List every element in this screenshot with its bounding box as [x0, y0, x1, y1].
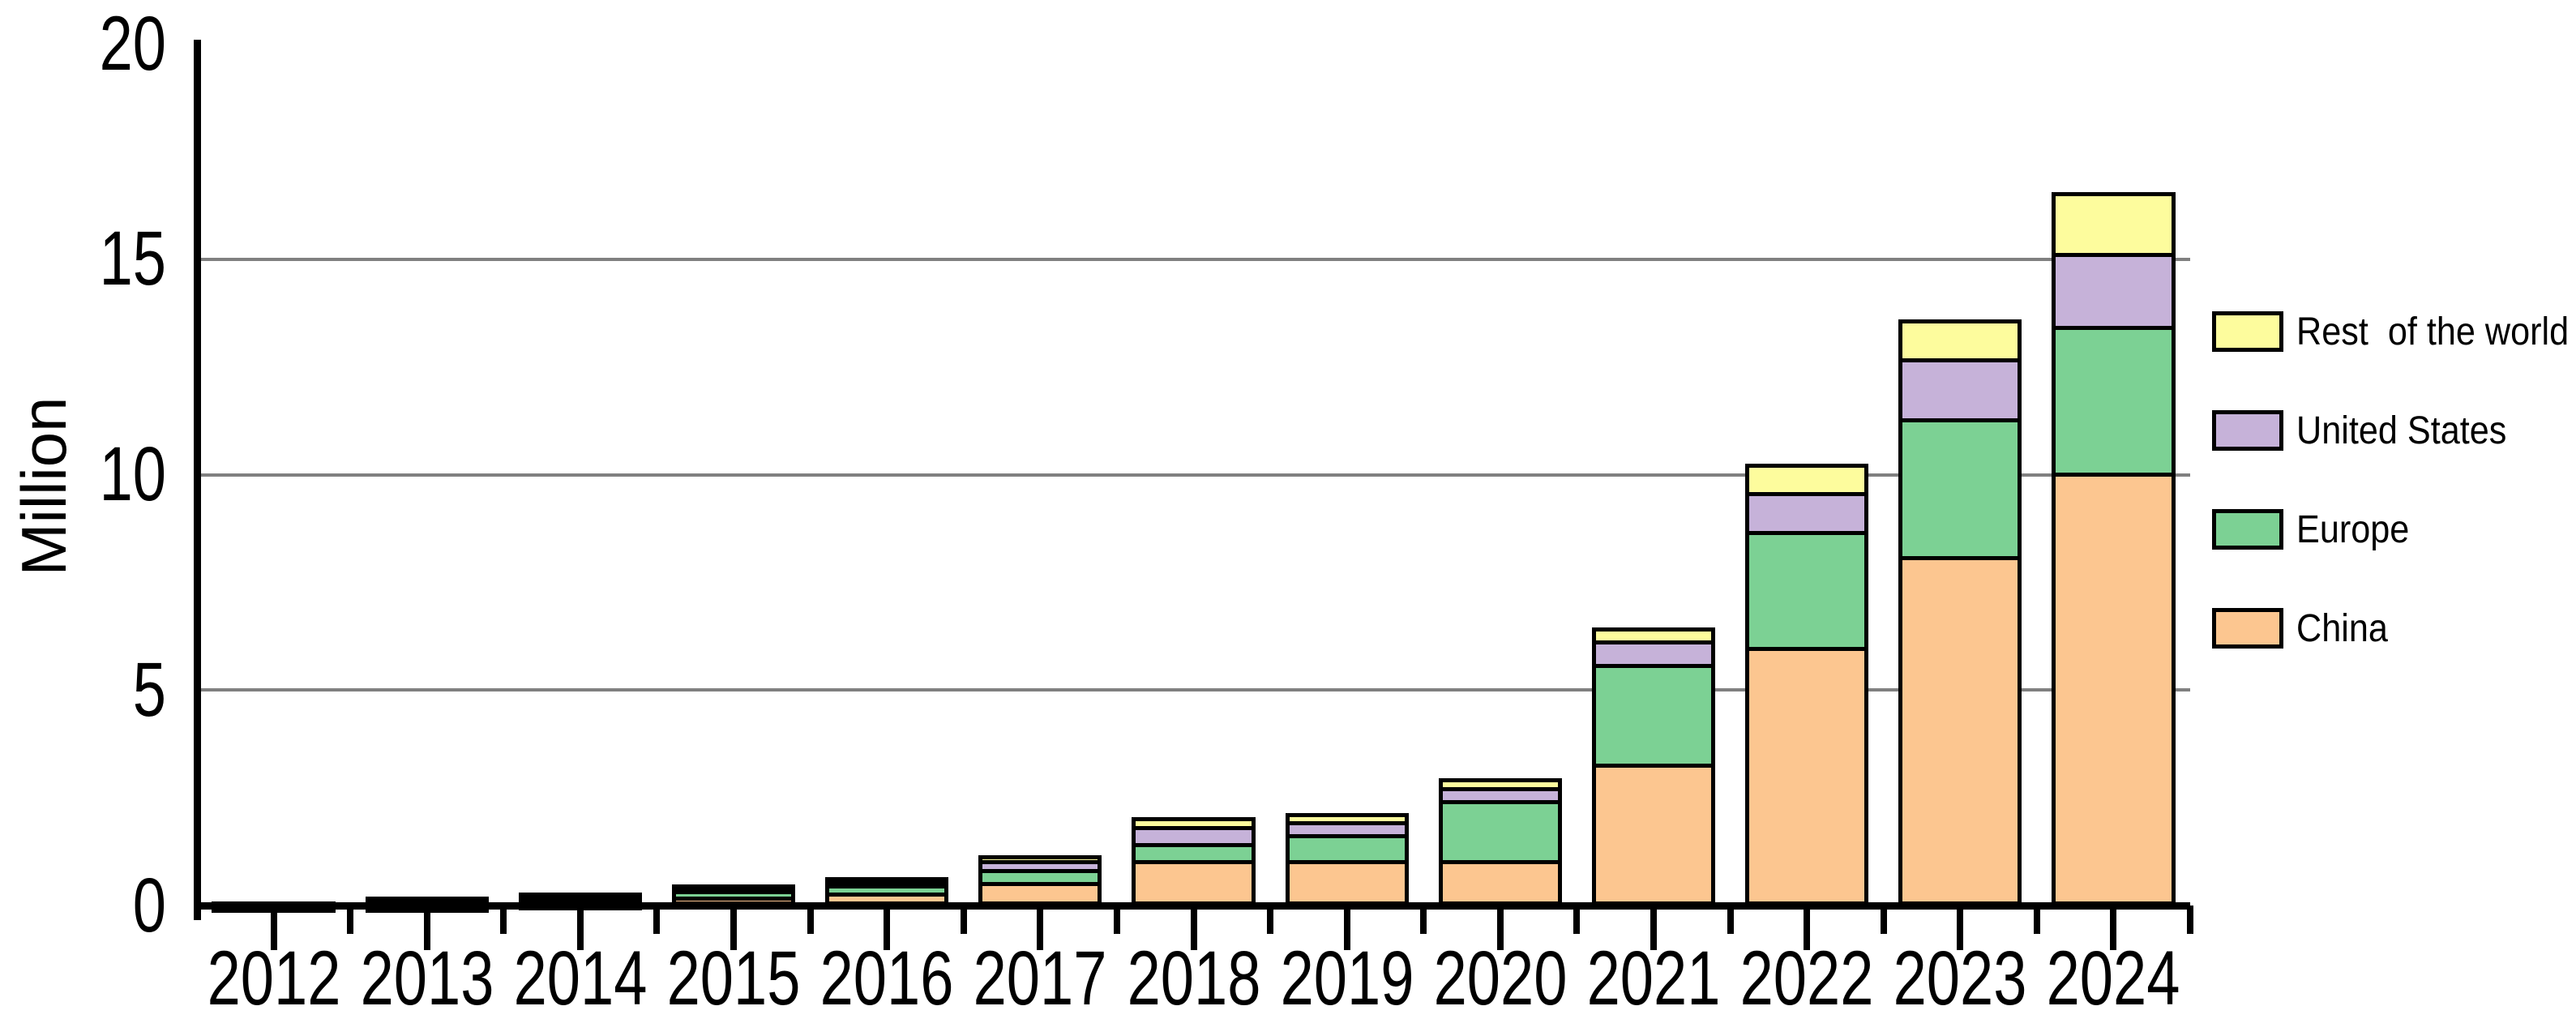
- y-axis-label-5: 5: [132, 646, 166, 733]
- x-axis-major-tick-2022: [1804, 906, 1811, 950]
- x-axis-major-tick-2024: [2110, 906, 2117, 950]
- x-axis-minor-tick-4: [807, 906, 814, 934]
- x-axis-major-tick-2019: [1343, 906, 1350, 950]
- x-axis-minor-tick-7: [1267, 906, 1274, 934]
- x-axis-label-2023: 2023: [1893, 936, 2027, 1019]
- x-axis-minor-tick-9: [1573, 906, 1581, 934]
- y-axis-label-20: 20: [99, 0, 166, 87]
- bar-segment-united-states-2023: [1898, 358, 2022, 423]
- x-axis-major-tick-2016: [884, 906, 891, 950]
- x-axis-label-2020: 2020: [1433, 936, 1568, 1019]
- x-axis-label-2022: 2022: [1739, 936, 1874, 1019]
- x-axis-label-2015: 2015: [666, 936, 801, 1019]
- legend-item-united-states: United States: [2212, 409, 2530, 452]
- x-axis-minor-tick-5: [960, 906, 967, 934]
- x-axis-label-2024: 2024: [2046, 936, 2180, 1019]
- gridline-10: [197, 473, 2190, 477]
- bar-segment-china-2018: [1132, 860, 1256, 906]
- bar-segment-united-states-2024: [2052, 252, 2176, 331]
- x-axis-minor-tick-2: [500, 906, 507, 934]
- bar-segment-rest-of-the-world-2015: [671, 884, 796, 893]
- bar-segment-europe-2019: [1285, 834, 1409, 865]
- x-axis-label-2013: 2013: [360, 936, 494, 1019]
- gridline-15: [197, 257, 2190, 261]
- bar-segment-china-2019: [1285, 860, 1409, 906]
- y-axis-label-10: 10: [99, 431, 166, 517]
- x-axis-label-2017: 2017: [973, 936, 1107, 1019]
- gridline-5: [197, 688, 2190, 692]
- x-axis-minor-tick-12: [2033, 906, 2040, 934]
- legend-label: Europe: [2296, 507, 2410, 551]
- legend-swatch-rest-of-the-world: [2212, 311, 2283, 352]
- x-axis-major-tick-2023: [1957, 906, 1964, 950]
- bar-segment-rest-of-the-world-2018: [1132, 817, 1256, 830]
- x-axis-minor-tick-1: [347, 906, 354, 934]
- bar-segment-rest-of-the-world-2014: [518, 893, 643, 901]
- x-axis-label-2012: 2012: [207, 936, 340, 1019]
- y-axis-label-15: 15: [99, 216, 166, 302]
- bar-segment-europe-2021: [1591, 664, 1716, 768]
- legend-label: Rest of the world: [2296, 310, 2570, 353]
- x-axis-major-tick-2014: [576, 906, 584, 950]
- x-axis-major-tick-2015: [730, 906, 738, 950]
- x-axis-minor-tick-11: [1880, 906, 1887, 934]
- bar-segment-europe-2024: [2052, 326, 2176, 477]
- x-axis-label-2018: 2018: [1127, 936, 1260, 1019]
- bar-segment-rest-of-the-world-2021: [1591, 627, 1716, 645]
- bar-segment-rest-of-the-world-2022: [1744, 464, 1869, 496]
- legend-item-europe: Europe: [2212, 507, 2422, 551]
- x-axis-minor-tick-10: [1727, 906, 1734, 934]
- legend-label: China: [2296, 606, 2388, 650]
- bar-segment-europe-2020: [1438, 799, 1562, 865]
- bar-segment-rest-of-the-world-2019: [1285, 812, 1409, 826]
- legend-swatch-united-states: [2212, 410, 2283, 451]
- x-axis-major-tick-2017: [1037, 906, 1044, 950]
- bar-segment-china-2022: [1744, 647, 1869, 906]
- bar-segment-china-2021: [1591, 763, 1716, 906]
- x-axis-major-tick-2020: [1496, 906, 1504, 950]
- x-axis-label-2019: 2019: [1280, 936, 1414, 1019]
- x-axis-label-2014: 2014: [513, 936, 648, 1019]
- x-axis-line: [193, 901, 2190, 910]
- x-axis-label-2016: 2016: [819, 936, 954, 1019]
- bar-segment-rest-of-the-world-2020: [1438, 778, 1562, 791]
- x-axis-minor-tick-6: [1113, 906, 1120, 934]
- y-axis-label-0: 0: [132, 862, 166, 948]
- bar-segment-rest-of-the-world-2017: [978, 854, 1102, 865]
- legend-label: United States: [2296, 409, 2507, 452]
- x-axis-minor-tick-3: [653, 906, 661, 934]
- x-axis-major-tick-2021: [1650, 906, 1657, 950]
- x-axis-minor-tick-13: [2187, 906, 2193, 934]
- y-axis-line: [193, 40, 201, 920]
- x-axis-major-tick-2013: [423, 906, 430, 950]
- bar-segment-europe-2023: [1898, 418, 2022, 561]
- bar-segment-united-states-2022: [1744, 491, 1869, 535]
- x-axis-major-tick-2012: [270, 906, 277, 950]
- bar-segment-europe-2022: [1744, 530, 1869, 652]
- bar-segment-china-2024: [2052, 472, 2176, 906]
- legend-item-china: China: [2212, 606, 2398, 650]
- bar-segment-china-2023: [1898, 556, 2022, 906]
- legend-item-rest-of-the-world: Rest of the world: [2212, 310, 2576, 353]
- bar-segment-united-states-2021: [1591, 640, 1716, 669]
- legend-swatch-china: [2212, 608, 2283, 649]
- legend-swatch-europe: [2212, 509, 2283, 550]
- bar-segment-rest-of-the-world-2024: [2052, 192, 2176, 257]
- x-axis-label-2021: 2021: [1586, 936, 1721, 1019]
- x-axis-minor-tick-8: [1420, 906, 1427, 934]
- bar-segment-rest-of-the-world-2023: [1898, 319, 2022, 362]
- bar-segment-china-2020: [1438, 860, 1562, 906]
- bar-segment-rest-of-the-world-2016: [825, 876, 949, 885]
- x-axis-major-tick-2018: [1190, 906, 1197, 950]
